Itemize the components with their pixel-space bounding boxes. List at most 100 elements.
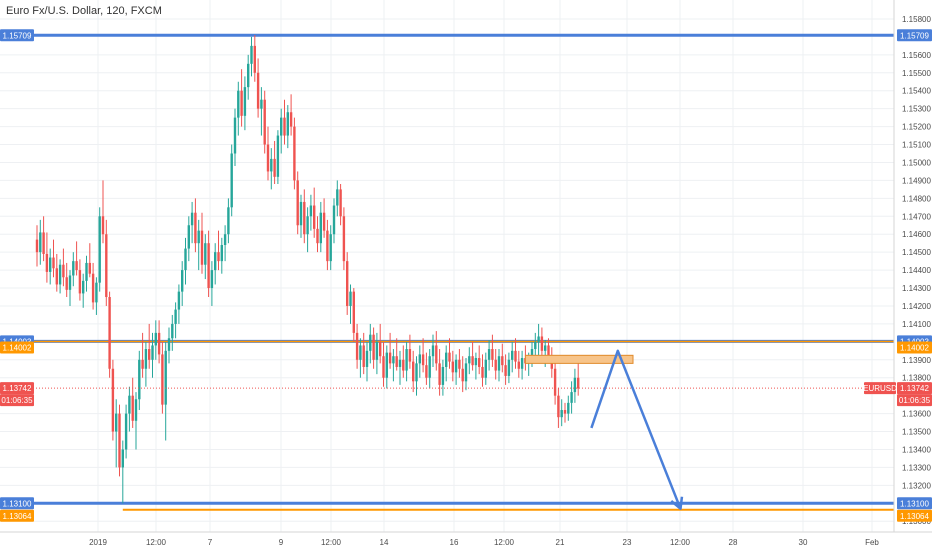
candle-body bbox=[494, 359, 497, 371]
candle-body bbox=[504, 365, 507, 376]
left-current-price-tag: 1.13742 bbox=[0, 382, 34, 395]
candle-body bbox=[362, 345, 365, 367]
candle-body bbox=[520, 358, 524, 369]
candle-body bbox=[204, 243, 207, 265]
candle bbox=[319, 201, 322, 253]
candle-body bbox=[171, 323, 174, 339]
y-tick-label: 1.13600 bbox=[902, 410, 931, 419]
candle-body bbox=[468, 356, 471, 364]
candle-body bbox=[461, 368, 464, 382]
x-axis-ticks: 2019 12:00 7 9 12:00 14 16 12:00 21 23 12:00 28 30 Fe… bbox=[89, 538, 879, 547]
price-tag-text: 1.13064 bbox=[3, 512, 32, 521]
price-tag-text: 01:06:35 bbox=[1, 396, 33, 405]
candle bbox=[88, 243, 91, 278]
candle-body bbox=[537, 336, 540, 342]
x-tick-label: 7 bbox=[208, 538, 213, 547]
candle-body bbox=[395, 356, 398, 367]
y-tick-label: 1.14500 bbox=[902, 248, 931, 257]
y-tick-label: 1.14100 bbox=[902, 320, 931, 329]
x-tick-label: 14 bbox=[380, 538, 389, 547]
candle bbox=[501, 343, 504, 373]
left-countdown-tag: 01:06:35 bbox=[0, 394, 34, 407]
candle bbox=[441, 359, 445, 396]
candle-body bbox=[220, 244, 223, 262]
candle bbox=[408, 334, 412, 369]
candle bbox=[388, 332, 392, 369]
candle-body bbox=[471, 356, 474, 366]
candle bbox=[296, 171, 299, 235]
candle-body bbox=[553, 368, 557, 396]
candle bbox=[425, 352, 428, 385]
candle bbox=[174, 302, 177, 339]
candle bbox=[240, 69, 243, 127]
candle bbox=[82, 273, 85, 308]
y-tick-label: 1.15100 bbox=[902, 141, 931, 150]
candle bbox=[402, 345, 405, 378]
candle-body bbox=[131, 395, 134, 421]
price-tag-bg bbox=[897, 509, 932, 522]
candle bbox=[487, 340, 491, 371]
candle-body bbox=[296, 180, 299, 226]
candle-body bbox=[256, 72, 260, 109]
horizontal-level-lines[interactable] bbox=[0, 33, 894, 511]
price-tag-bg bbox=[0, 29, 34, 42]
projection-arrow[interactable] bbox=[590, 349, 684, 510]
candle-body bbox=[464, 363, 468, 382]
y-tick-label: 1.13900 bbox=[902, 356, 931, 365]
y-tick-label: 1.13300 bbox=[902, 463, 931, 472]
resistance-zone[interactable] bbox=[524, 354, 634, 364]
candle-body bbox=[200, 230, 204, 265]
price-tag-bg bbox=[0, 497, 34, 510]
left-price-tag: 1.13064 bbox=[0, 509, 34, 522]
candle-body bbox=[45, 253, 49, 272]
candle bbox=[491, 334, 494, 367]
candle-body bbox=[530, 349, 534, 357]
candle-body bbox=[557, 395, 560, 418]
candle-body bbox=[154, 332, 157, 346]
right-current-price-tag: 1.13742 bbox=[897, 382, 932, 395]
candle bbox=[563, 402, 567, 423]
candle-body bbox=[52, 257, 55, 269]
x-tick-label: 21 bbox=[556, 538, 565, 547]
candle bbox=[468, 347, 471, 375]
candle bbox=[514, 338, 517, 369]
candle-body bbox=[405, 349, 408, 371]
candle bbox=[42, 216, 45, 262]
candle bbox=[197, 219, 200, 271]
price-tag-bg bbox=[897, 341, 932, 354]
candle bbox=[190, 201, 194, 244]
candle-body bbox=[263, 99, 266, 145]
candle bbox=[322, 198, 326, 238]
price-tag-bg bbox=[0, 509, 34, 522]
candle bbox=[474, 352, 478, 380]
candle bbox=[418, 345, 421, 378]
candle bbox=[313, 187, 316, 238]
candle-body bbox=[240, 90, 243, 116]
candle bbox=[260, 87, 263, 136]
candle bbox=[105, 219, 108, 306]
candle-body bbox=[62, 264, 65, 278]
candle-body bbox=[451, 361, 454, 373]
y-tick-label: 1.15600 bbox=[902, 51, 931, 60]
candle-body bbox=[392, 356, 395, 364]
candle-body bbox=[570, 392, 573, 403]
candle-body bbox=[372, 334, 375, 360]
price-tag-bg bbox=[897, 29, 932, 42]
right-countdown-tag: 01:06:35 bbox=[897, 394, 932, 407]
candle-body bbox=[280, 117, 283, 136]
price-tag-bg bbox=[0, 382, 34, 395]
candle bbox=[157, 320, 161, 364]
x-tick-label: 12:00 bbox=[670, 538, 691, 547]
y-axis-ticks: 1.15800 1.15600 1.15500 1.15400 1.15300 1.152… bbox=[902, 15, 931, 526]
candle-body bbox=[230, 153, 233, 208]
candle bbox=[451, 350, 454, 382]
candle bbox=[454, 354, 458, 385]
candle-body bbox=[359, 345, 362, 360]
candle bbox=[194, 198, 197, 253]
left-price-tag: 1.14002 bbox=[0, 341, 34, 354]
candle bbox=[144, 341, 148, 387]
candle-body bbox=[217, 252, 220, 262]
candle-body bbox=[194, 212, 197, 244]
left-price-tag: 1.13100 bbox=[0, 497, 34, 510]
